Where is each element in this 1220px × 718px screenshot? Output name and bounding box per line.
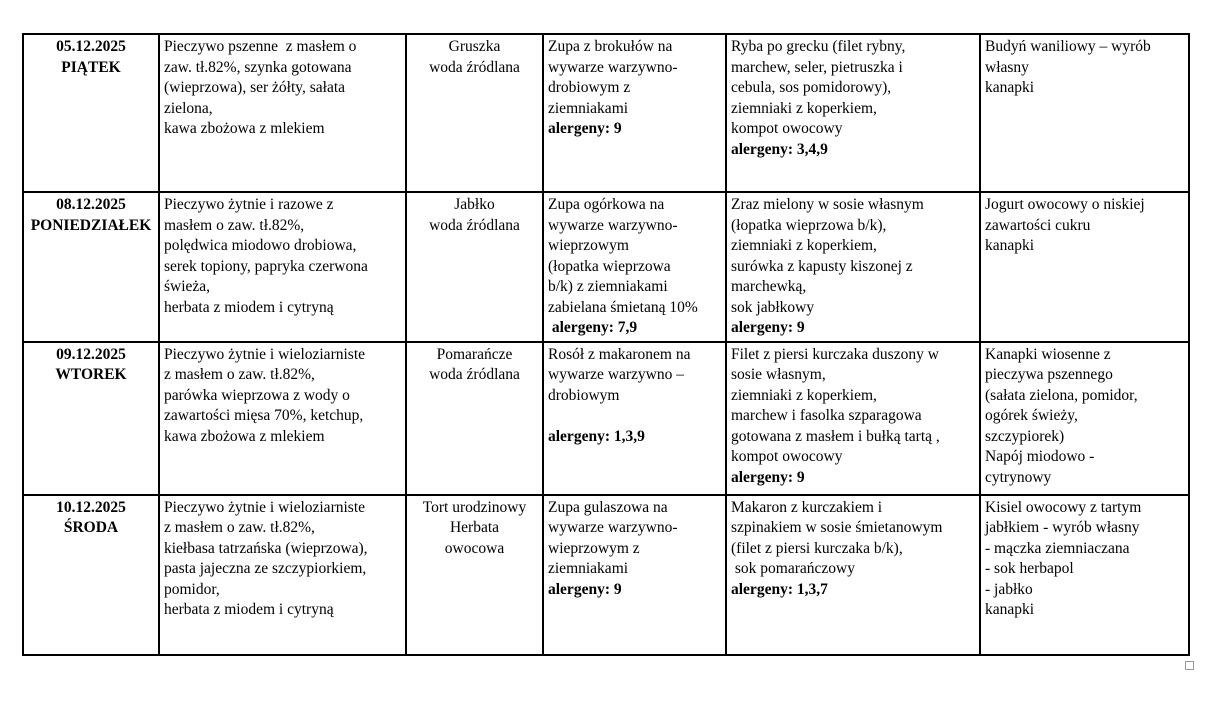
menu-row-monday: 08.12.2025 PONIEDZIAŁEK Pieczywo żytnie … <box>22 191 1190 343</box>
menu-cell-breakfast: Pieczywo pszenne z masłem o zaw. tł.82%,… <box>158 33 407 193</box>
menu-row-tuesday: 09.12.2025 WTOREK Pieczywo żytnie i wiel… <box>22 340 1190 496</box>
main-course-text: Makaron z kurczakiem i szpinakiem w sosi… <box>731 498 943 578</box>
breakfast-text: Pieczywo żytnie i wieloziarniste z masłe… <box>164 345 366 445</box>
date-label: 05.12.2025 PIĄTEK <box>56 38 126 76</box>
menu-row-wednesday: 10.12.2025 ŚRODA Pieczywo żytnie i wielo… <box>22 493 1190 656</box>
menu-cell-fruit-drink: Jabłko woda źródlana <box>405 191 544 343</box>
menu-cell-main-course: Zraz mielony w sosie własnym (łopatka wi… <box>725 191 981 343</box>
soup-allergens: alergeny: 9 <box>548 580 622 598</box>
menu-table: 05.12.2025 PIĄTEK Pieczywo pszenne z mas… <box>22 33 1190 656</box>
menu-cell-dessert: Kanapki wiosenne z pieczywa pszennego (s… <box>979 340 1190 496</box>
main-course-text: Zraz mielony w sosie własnym (łopatka wi… <box>731 196 924 316</box>
menu-cell-dessert: Budyń waniliowy – wyrób własny kanapki <box>979 33 1190 193</box>
menu-cell-soup: Zupa z brokułów na wywarze warzywno- dro… <box>542 33 727 193</box>
main-course-allergens: alergeny: 9 <box>731 468 805 486</box>
breakfast-text: Pieczywo żytnie i razowe z masłem o zaw.… <box>164 196 368 316</box>
menu-cell-soup: Zupa gulaszowa na wywarze warzywno- wiep… <box>542 493 727 656</box>
fruit-drink-text: Tort urodzinowy Herbata owocowa <box>422 498 527 557</box>
menu-cell-dessert: Kisiel owocowy z tartym jabłkiem - wyrób… <box>979 493 1190 656</box>
menu-cell-main-course: Makaron z kurczakiem i szpinakiem w sosi… <box>725 493 981 656</box>
menu-cell-dessert: Jogurt owocowy o niskiej zawartości cukr… <box>979 191 1190 343</box>
fruit-drink-text: Pomarańcze woda źródlana <box>429 345 520 384</box>
soup-text: Zupa z brokułów na wywarze warzywno- dro… <box>548 38 678 117</box>
fruit-drink-text: Jabłko woda źródlana <box>429 196 520 234</box>
soup-allergens: alergeny: 7,9 <box>548 319 638 336</box>
menu-cell-soup: Rosół z makaronem na wywarze warzywno – … <box>542 340 727 496</box>
main-course-allergens: alergeny: 1,3,7 <box>731 580 828 598</box>
dessert-text: Kanapki wiosenne z pieczywa pszennego (s… <box>985 345 1138 486</box>
main-course-text: Filet z piersi kurczaka duszony w sosie … <box>731 345 940 466</box>
dessert-text: Kisiel owocowy z tartym jabłkiem - wyrób… <box>985 498 1142 619</box>
menu-cell-main-course: Ryba po grecku (filet rybny, marchew, se… <box>725 33 981 193</box>
table-resize-handle[interactable] <box>1185 661 1194 670</box>
menu-row-friday: 05.12.2025 PIĄTEK Pieczywo pszenne z mas… <box>22 33 1190 193</box>
menu-cell-date: 09.12.2025 WTOREK <box>22 340 160 496</box>
fruit-drink-text: Gruszka woda źródlana <box>429 38 520 76</box>
main-course-text: Ryba po grecku (filet rybny, marchew, se… <box>731 38 906 137</box>
soup-allergens: alergeny: 1,3,9 <box>548 427 645 445</box>
menu-cell-fruit-drink: Gruszka woda źródlana <box>405 33 544 193</box>
menu-cell-date: 08.12.2025 PONIEDZIAŁEK <box>22 191 160 343</box>
menu-cell-breakfast: Pieczywo żytnie i wieloziarniste z masłe… <box>158 340 407 496</box>
breakfast-text: Pieczywo żytnie i wieloziarniste z masłe… <box>164 498 368 619</box>
menu-cell-fruit-drink: Tort urodzinowy Herbata owocowa <box>405 493 544 656</box>
menu-cell-breakfast: Pieczywo żytnie i wieloziarniste z masłe… <box>158 493 407 656</box>
menu-cell-date: 05.12.2025 PIĄTEK <box>22 33 160 193</box>
date-label: 09.12.2025 WTOREK <box>55 345 127 384</box>
menu-cell-fruit-drink: Pomarańcze woda źródlana <box>405 340 544 496</box>
dessert-text: Budyń waniliowy – wyrób własny kanapki <box>985 38 1151 96</box>
menu-cell-date: 10.12.2025 ŚRODA <box>22 493 160 656</box>
soup-text: Zupa ogórkowa na wywarze warzywno- wiepr… <box>548 196 698 316</box>
main-course-allergens: alergeny: 3,4,9 <box>731 140 828 158</box>
menu-cell-soup: Zupa ogórkowa na wywarze warzywno- wiepr… <box>542 191 727 343</box>
breakfast-text: Pieczywo pszenne z masłem o zaw. tł.82%,… <box>164 38 357 137</box>
dessert-text: Jogurt owocowy o niskiej zawartości cukr… <box>985 196 1145 254</box>
date-label: 10.12.2025 ŚRODA <box>56 498 126 537</box>
menu-cell-breakfast: Pieczywo żytnie i razowe z masłem o zaw.… <box>158 191 407 343</box>
soup-text: Zupa gulaszowa na wywarze warzywno- wiep… <box>548 498 678 578</box>
date-label: 08.12.2025 PONIEDZIAŁEK <box>30 196 152 234</box>
menu-cell-main-course: Filet z piersi kurczaka duszony w sosie … <box>725 340 981 496</box>
soup-allergens: alergeny: 9 <box>548 120 622 137</box>
main-course-allergens: alergeny: 9 <box>731 319 805 336</box>
soup-text: Rosół z makaronem na wywarze warzywno – … <box>548 345 691 404</box>
